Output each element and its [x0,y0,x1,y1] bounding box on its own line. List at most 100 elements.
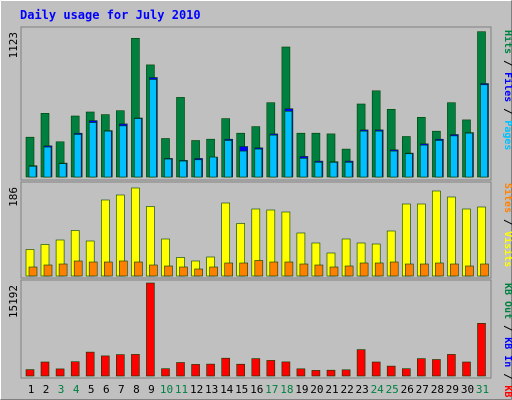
x-tick-label: 30 [461,383,474,396]
sites-bar [104,261,113,277]
panel-kb: 15192 KB Out / KB In / KB F [7,279,512,400]
pages-bar [254,148,263,178]
kb-f-bar [191,364,200,377]
x-tick-label: 29 [446,383,459,396]
kb-f-bar [131,354,140,377]
axis-legend: KB Out / KB In / KB F [502,283,512,400]
sites-bar [284,261,294,277]
legend-separator: / [502,319,512,337]
kb-f-bar [221,357,230,377]
legend-separator: / [502,367,512,385]
pages-bar [389,150,398,178]
x-tick-label: 13 [205,383,218,396]
y-max-label: 15192 [7,285,20,318]
kb-f-bar [462,361,471,377]
legend-visits: Visits [502,231,512,267]
x-axis-day-labels: 1 2 3 4 5 6 7 8 9 10 11 12 13 14 15 16 17 18 19 20 21 22 23 24 2… [28,383,489,396]
x-tick-label: 19 [295,383,308,396]
kb-f-bar [356,349,366,377]
legend-hits: Hits [502,30,512,54]
sites-bar [480,263,489,277]
legend-separator: / [502,102,512,120]
x-tick-label: 5 [88,383,95,396]
x-tick-label: 22 [340,383,353,396]
sites-bar [404,263,414,277]
pages-bar [149,79,157,178]
kb-f-bar [161,368,170,377]
sites-bar [73,260,83,277]
x-tick-label: 16 [250,383,263,396]
kb-f-bar [116,354,125,377]
x-tick-label: 8 [133,383,140,396]
series-pages [28,79,488,178]
pages-bar [28,166,37,178]
kb-f-bar [311,370,321,377]
sites-bar [134,261,143,277]
pages-bar [419,144,428,178]
legend-separator: / [502,213,512,231]
kb-f-bar [416,358,426,377]
kb-f-bar [251,358,261,377]
kb-f-bar [447,354,456,377]
x-tick-label: 10 [160,383,173,396]
kb-f-bar [341,369,351,377]
kb-f-bar [176,362,185,377]
sites-bar [344,265,354,277]
sites-bar [28,266,38,277]
sites-bar [239,262,248,277]
x-tick-label: 25 [386,383,399,396]
x-tick-label: 14 [220,383,234,396]
sites-bar [164,265,173,277]
x-tick-label: 11 [175,383,188,396]
pages-bar [119,125,127,178]
x-tick-label: 4 [73,383,80,396]
pages-bar [465,132,473,178]
y-max-label: 186 [7,187,20,207]
pages-bar [329,162,338,178]
x-tick-label: 31 [476,383,489,396]
axis-legend: Hits / Files / Pages [502,30,512,150]
pages-bar [194,159,202,178]
sites-bar [419,263,429,277]
sites-bar [43,264,53,277]
sites-bar [269,261,279,277]
x-tick-label: 6 [103,383,110,396]
series-kb-f [25,282,486,377]
kb-f-bar [70,361,80,377]
x-tick-label: 1 [28,383,35,396]
sites-bar [209,266,218,277]
x-tick-label: 12 [190,383,203,396]
sites-bar [374,262,384,277]
kb-f-bar [326,369,336,377]
pages-bar [164,158,172,178]
sites-bar [450,263,459,277]
sites-bar [88,261,98,277]
kb-f-bar [101,355,110,377]
kb-f-bar [146,282,155,377]
axis-legend: Sites / Visits [502,183,512,267]
sites-bar [119,260,128,277]
sites-bar [194,268,203,277]
sites-bar [179,266,188,277]
x-tick-label: 28 [431,383,444,396]
pages-bar [209,156,217,178]
x-tick-label: 15 [235,383,248,396]
sites-bar [314,264,324,277]
pages-bar [284,111,293,178]
sites-bar [299,263,309,277]
pages-bar [269,134,278,178]
chart-title: Daily usage for July 2010 [20,8,201,22]
pages-bar [179,160,187,178]
kb-f-bar [40,361,50,377]
pages-bar [134,118,142,178]
x-tick-label: 23 [355,383,368,396]
x-tick-label: 20 [310,383,323,396]
sites-bar [224,262,233,277]
kb-f-bar [432,359,441,377]
series-sites [28,260,489,277]
x-tick-label: 7 [118,383,125,396]
pages-bar [43,146,52,178]
pages-bar [404,153,413,178]
x-tick-label: 3 [58,383,65,396]
x-tick-label: 2 [43,383,50,396]
